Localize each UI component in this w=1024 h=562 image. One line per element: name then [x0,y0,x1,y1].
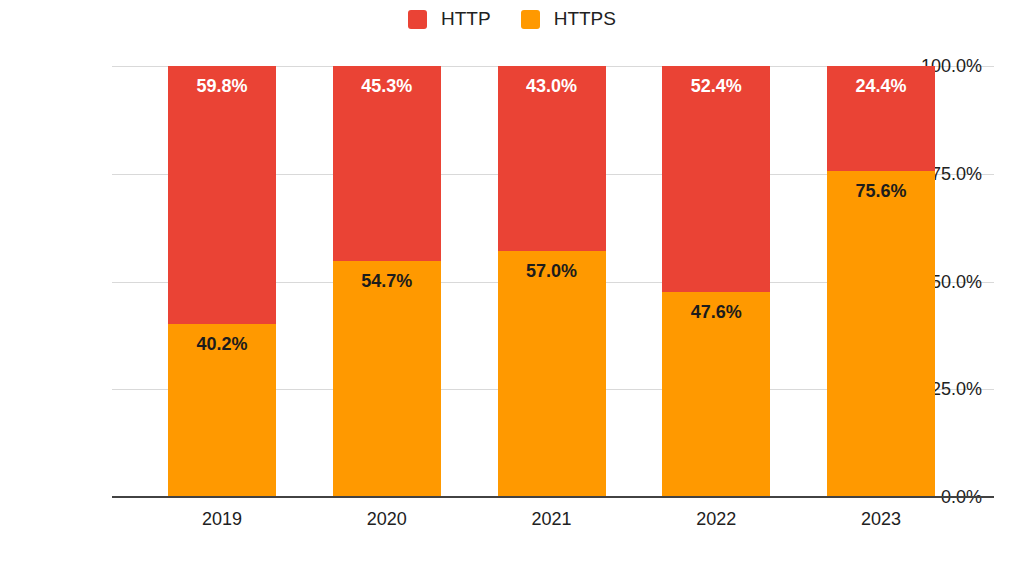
x-tick-label-2022: 2022 [656,509,776,530]
bar-segment-http-2022: 52.4% [662,66,770,292]
legend-item-http: HTTP [408,8,491,30]
http-legend-label: HTTP [441,8,491,30]
legend: HTTP HTTPS [0,8,1024,30]
bar-segment-http-2020: 45.3% [333,66,441,261]
x-tick-label-2019: 2019 [162,509,282,530]
value-label-https-2021: 57.0% [498,261,606,282]
value-label-http-2021: 43.0% [498,76,606,97]
bar-segment-https-2020: 54.7% [333,261,441,497]
x-tick-label-2020: 2020 [327,509,447,530]
plot-area: 0.0%25.0%50.0%75.0%100.0% 40.2%59.8%54.7… [112,66,994,497]
stacked-bar-chart: HTTP HTTPS 0.0%25.0%50.0%75.0%100.0% 40.… [0,0,1024,562]
bar-2021: 57.0% 43.0% [498,66,606,497]
value-label-https-2022: 47.6% [662,302,770,323]
bar-segment-https-2022: 47.6% [662,292,770,497]
value-label-http-2023: 24.4% [827,76,935,97]
bar-segment-https-2019: 40.2% [168,324,276,497]
value-label-http-2022: 52.4% [662,76,770,97]
https-legend-label: HTTPS [554,8,616,30]
x-tick-label-2021: 2021 [492,509,612,530]
value-label-https-2023: 75.6% [827,181,935,202]
bar-segment-https-2021: 57.0% [498,251,606,497]
value-label-http-2019: 59.8% [168,76,276,97]
x-tick-label-2023: 2023 [821,509,941,530]
value-label-https-2019: 40.2% [168,334,276,355]
bar-2019: 40.2% 59.8% [168,66,276,497]
bar-segment-http-2023: 24.4% [827,66,935,171]
https-legend-swatch-icon [521,10,540,29]
bar-segment-http-2021: 43.0% [498,66,606,251]
bar-2023: 75.6% 24.4% [827,66,935,497]
legend-item-https: HTTPS [521,8,616,30]
value-label-http-2020: 45.3% [333,76,441,97]
bar-segment-https-2023: 75.6% [827,171,935,497]
bar-2022: 47.6% 52.4% [662,66,770,497]
http-legend-swatch-icon [408,10,427,29]
bar-2020: 54.7% 45.3% [333,66,441,497]
x-axis-line [112,496,994,498]
bar-segment-http-2019: 59.8% [168,66,276,324]
value-label-https-2020: 54.7% [333,271,441,292]
